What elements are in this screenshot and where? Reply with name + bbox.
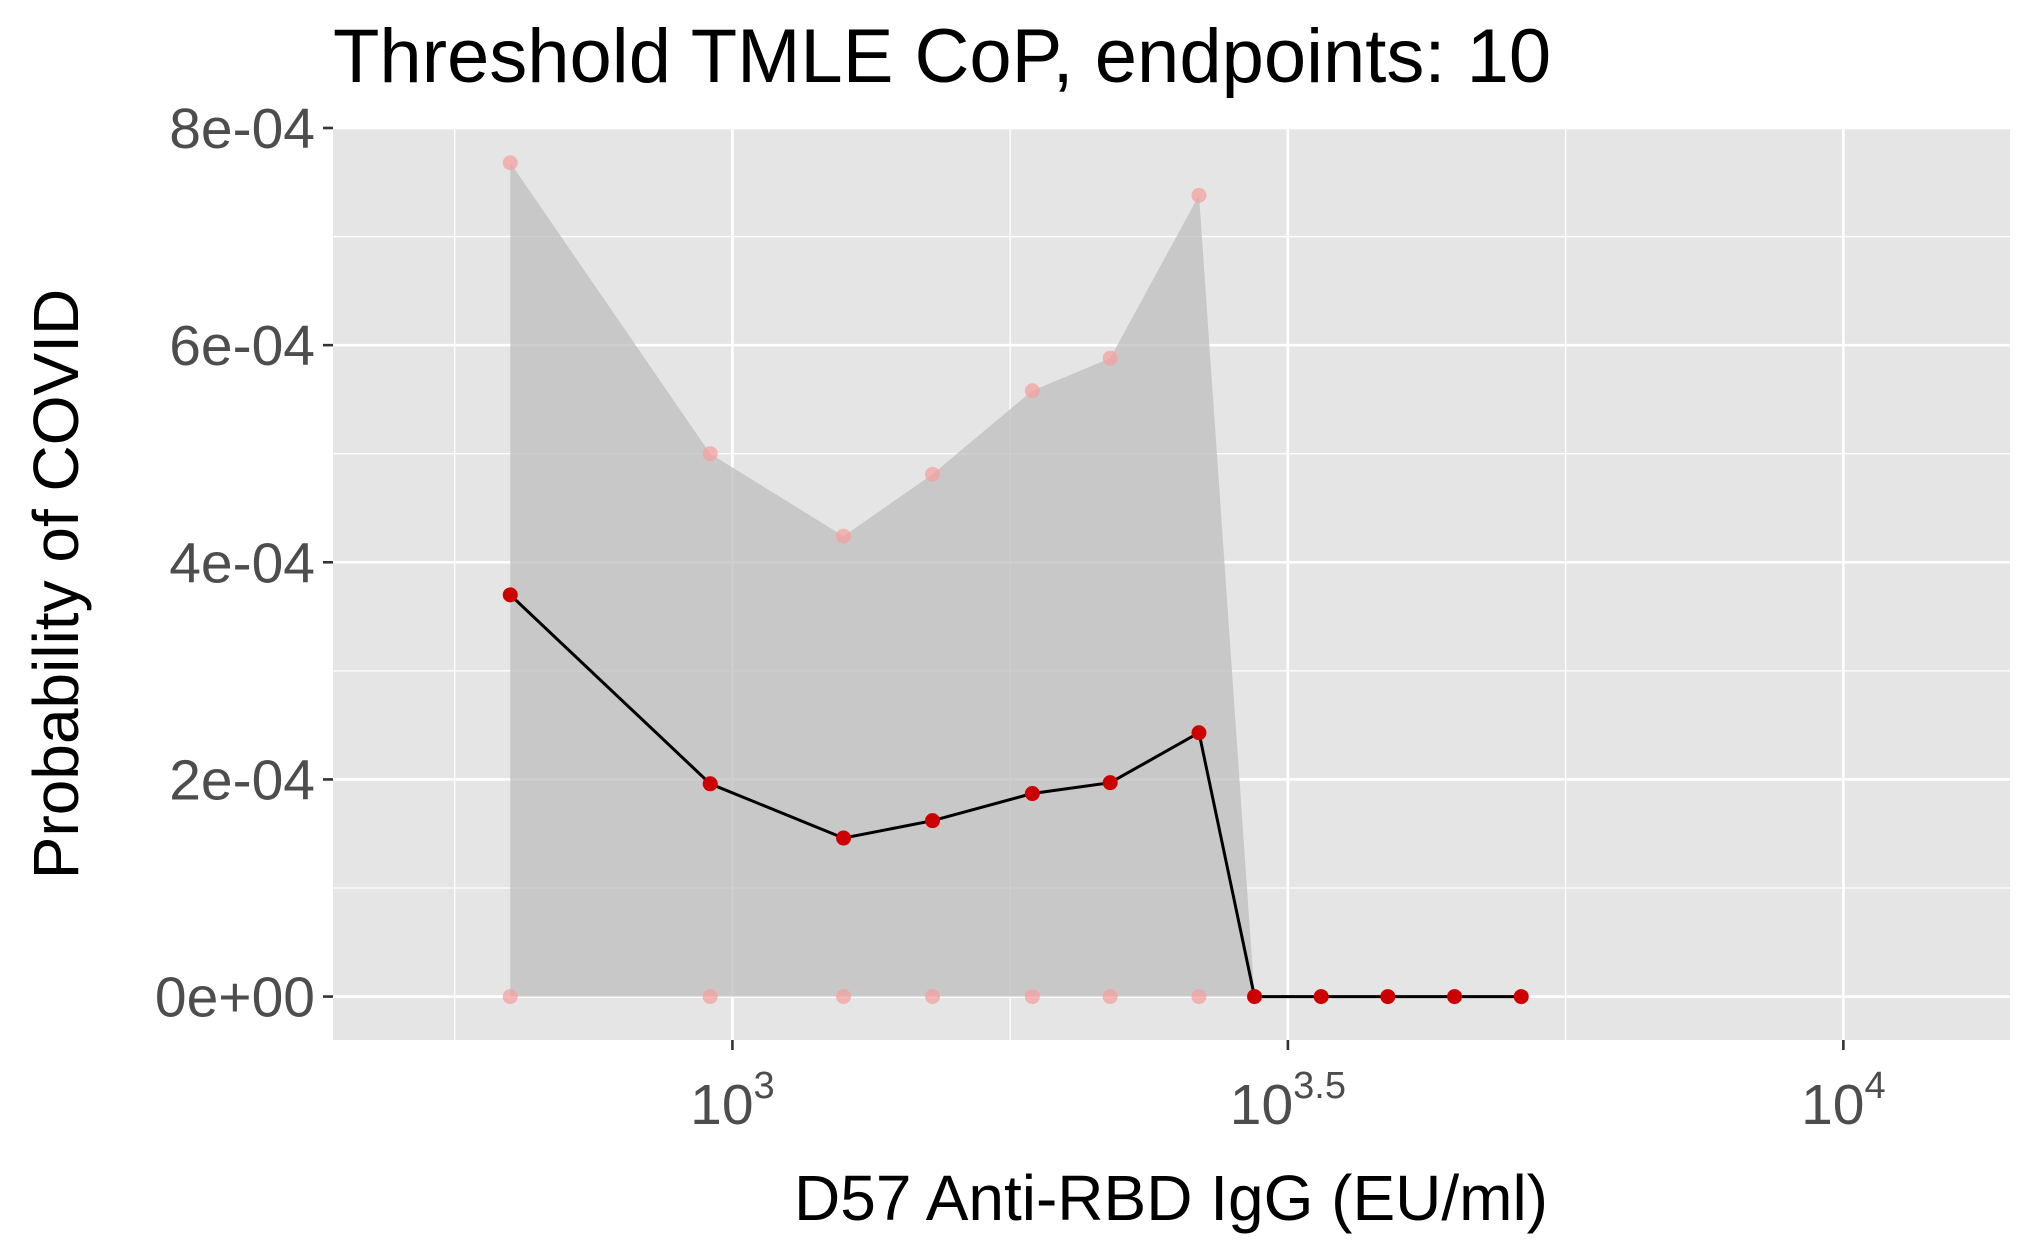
- y-axis-title: Probability of COVID: [20, 289, 92, 879]
- estimate-point: [1447, 989, 1463, 1005]
- y-tick-label: 4e-04: [169, 531, 315, 595]
- estimate-line: [509, 593, 1522, 999]
- y-tick-label: 2e-04: [169, 748, 315, 812]
- estimate-point: [1247, 989, 1263, 1005]
- upper-ci-point: [1191, 187, 1207, 203]
- lower-ci-point: [702, 989, 718, 1005]
- estimate-point: [1102, 775, 1118, 791]
- upper-ci-point: [836, 528, 852, 544]
- lower-ci-point: [836, 989, 852, 1005]
- x-axis: 103 103.5 104: [690, 1040, 1886, 1137]
- estimate-point: [925, 813, 941, 829]
- lower-ci-point: [1024, 989, 1040, 1005]
- x-axis-title: D57 Anti-RBD IgG (EU/ml): [794, 1162, 1548, 1234]
- y-axis: 0e+00 2e-04 4e-04 6e-04 8e-04: [155, 97, 333, 1030]
- estimate-point: [1024, 786, 1040, 802]
- estimate-point: [1191, 725, 1207, 741]
- lower-ci-point: [925, 989, 941, 1005]
- upper-ci-point: [502, 155, 518, 171]
- upper-ci-point: [702, 446, 718, 462]
- y-tick-label: 0e+00: [155, 966, 315, 1030]
- estimate-point: [502, 587, 518, 603]
- upper-ci-point: [1102, 350, 1118, 366]
- upper-ci-point: [925, 466, 941, 482]
- x-tick-label: 103: [690, 1065, 775, 1137]
- upper-ci-point: [1024, 383, 1040, 399]
- chart-title: Threshold TMLE CoP, endpoints: 10: [333, 14, 1551, 99]
- estimate-point: [1380, 989, 1396, 1005]
- estimate-points: [502, 587, 1529, 1005]
- lower-ci-point: [1102, 989, 1118, 1005]
- x-tick-label: 103.5: [1230, 1065, 1346, 1137]
- lower-ci-point: [1191, 989, 1207, 1005]
- ci-bound-points: [502, 155, 1207, 1005]
- lower-ci-point: [502, 989, 518, 1005]
- y-tick-label: 6e-04: [169, 314, 315, 378]
- estimate-point: [1513, 989, 1529, 1005]
- confidence-ribbon: [510, 162, 1522, 997]
- x-tick-label: 104: [1801, 1065, 1886, 1137]
- estimate-point: [1313, 989, 1329, 1005]
- estimate-point: [836, 830, 852, 846]
- estimate-point: [702, 776, 718, 792]
- y-tick-label: 8e-04: [169, 97, 315, 161]
